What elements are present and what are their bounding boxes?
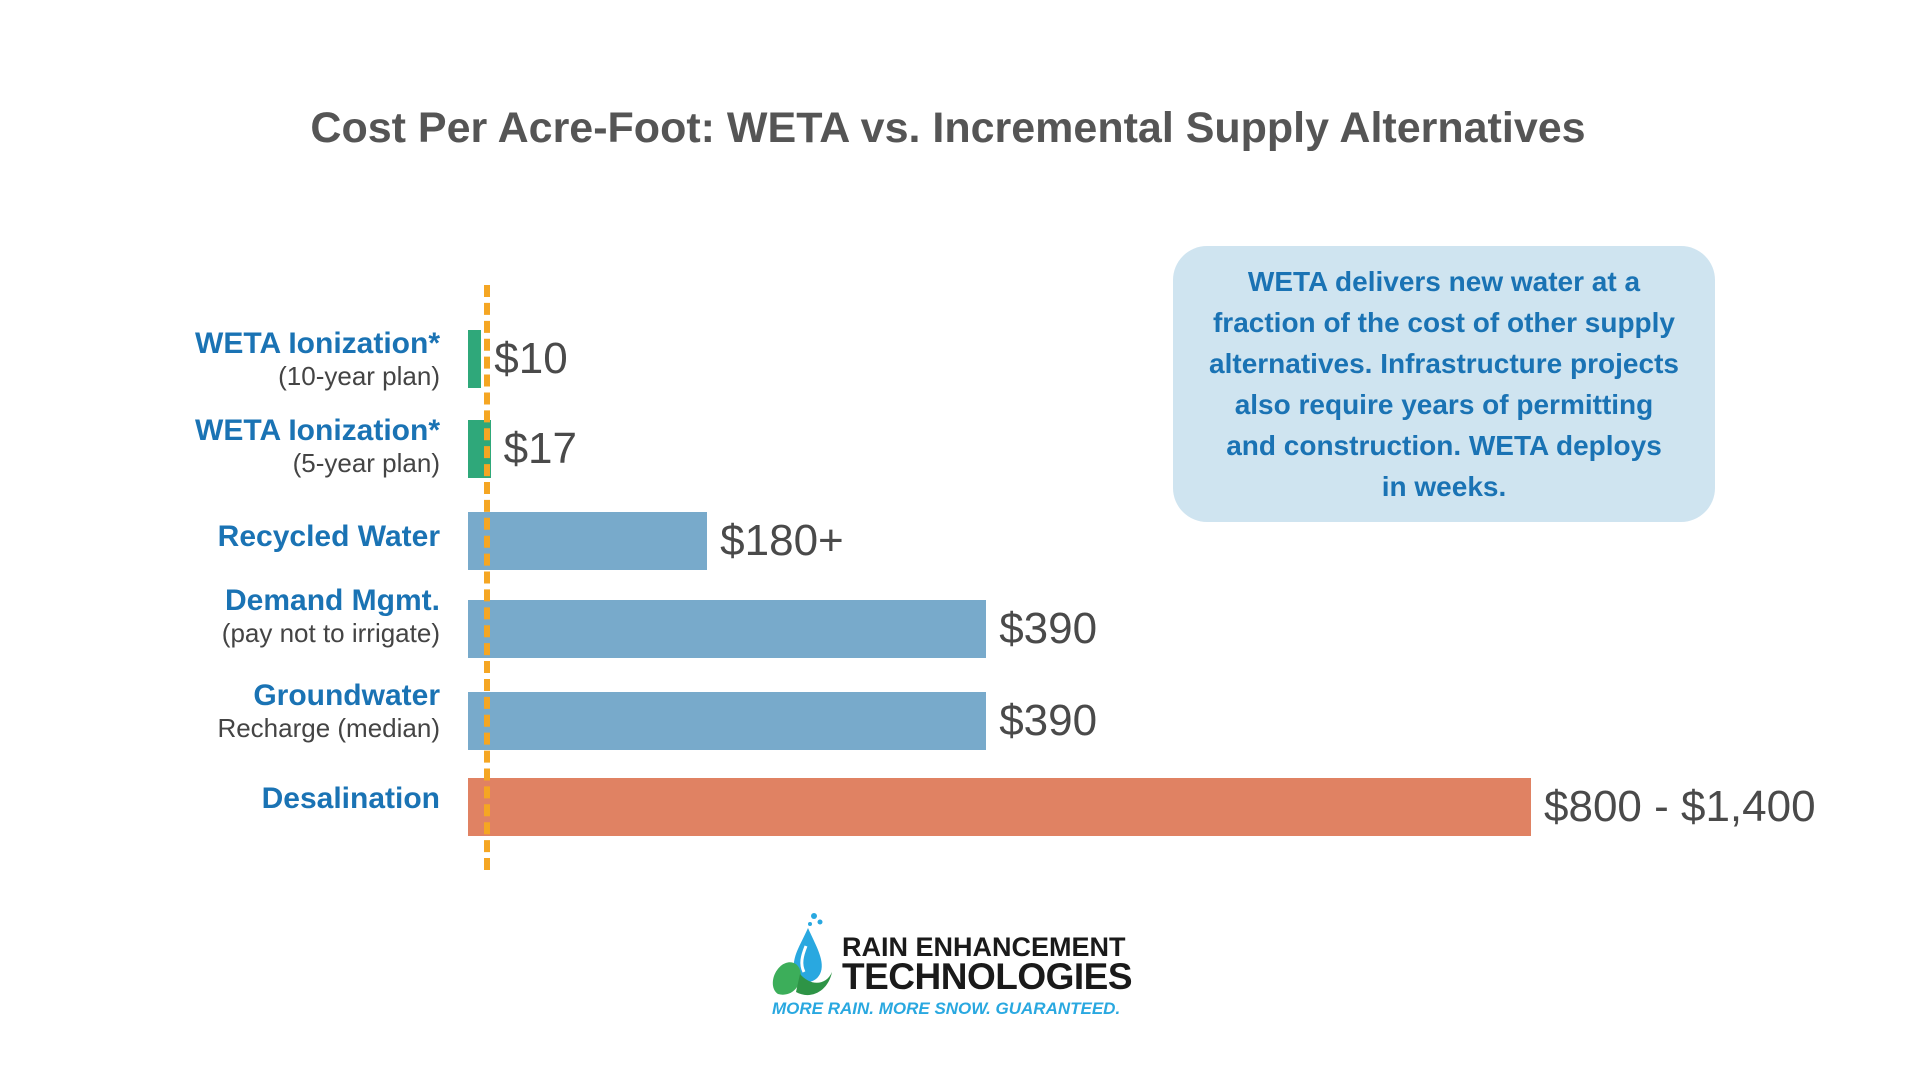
company-logo: RAIN ENHANCEMENT TECHNOLOGIES MORE RAIN.…: [770, 912, 1150, 1018]
category-label-main: Recycled Water: [217, 520, 440, 553]
callout-line: WETA delivers new water at a: [1247, 266, 1641, 297]
value-label: $390: [999, 604, 1098, 653]
reference-line: [484, 285, 490, 870]
category-label: Recycled Water: [20, 520, 440, 554]
category-label: Demand Mgmt. (pay not to irrigate): [20, 584, 440, 648]
callout-box: WETA delivers new water at a fraction of…: [1173, 246, 1715, 522]
logo-text-line2: TECHNOLOGIES: [842, 956, 1133, 997]
category-label-main: Groundwater: [253, 679, 440, 712]
bar: [468, 778, 1531, 836]
chart-title: Cost Per Acre-Foot: WETA vs. Incremental…: [310, 104, 1586, 152]
callout-line: in weeks.: [1381, 471, 1507, 502]
category-label-sub: (10-year plan): [278, 361, 440, 391]
category-label-main: WETA Ionization*: [195, 327, 440, 360]
category-label-sub: Recharge (median): [217, 713, 440, 743]
value-label: $800 - $1,400: [1544, 782, 1816, 831]
category-label-sub: (5-year plan): [292, 448, 440, 478]
category-label: Groundwater Recharge (median): [20, 679, 440, 743]
category-label-main: Demand Mgmt.: [224, 584, 440, 617]
category-label-main: WETA Ionization*: [195, 414, 440, 447]
category-label-main: Desalination: [261, 782, 440, 815]
value-label: $17: [503, 424, 577, 473]
category-label: Desalination: [20, 782, 440, 816]
category-label: WETA Ionization* (5-year plan): [20, 414, 440, 478]
rain-drop-leaf-icon: [772, 913, 832, 996]
bar: [468, 512, 708, 570]
value-label: $390: [999, 696, 1098, 745]
bar: [468, 692, 987, 750]
callout-line: and construction. WETA deploys: [1226, 430, 1662, 461]
logo-text-line1: RAIN ENHANCEMENT: [842, 932, 1126, 962]
callout-line: also require years of permitting: [1234, 389, 1654, 420]
callout-line: alternatives. Infrastructure projects: [1209, 348, 1679, 379]
category-label: WETA Ionization* (10-year plan): [20, 327, 440, 391]
value-label: $10: [494, 334, 568, 383]
callout-line: fraction of the cost of other supply: [1212, 307, 1675, 338]
bar: [468, 600, 987, 658]
value-label: $180+: [720, 516, 844, 565]
category-label-sub: (pay not to irrigate): [221, 618, 440, 648]
logo-tagline: MORE RAIN. MORE SNOW. GUARANTEED.: [772, 999, 1121, 1018]
bar: [468, 330, 482, 388]
